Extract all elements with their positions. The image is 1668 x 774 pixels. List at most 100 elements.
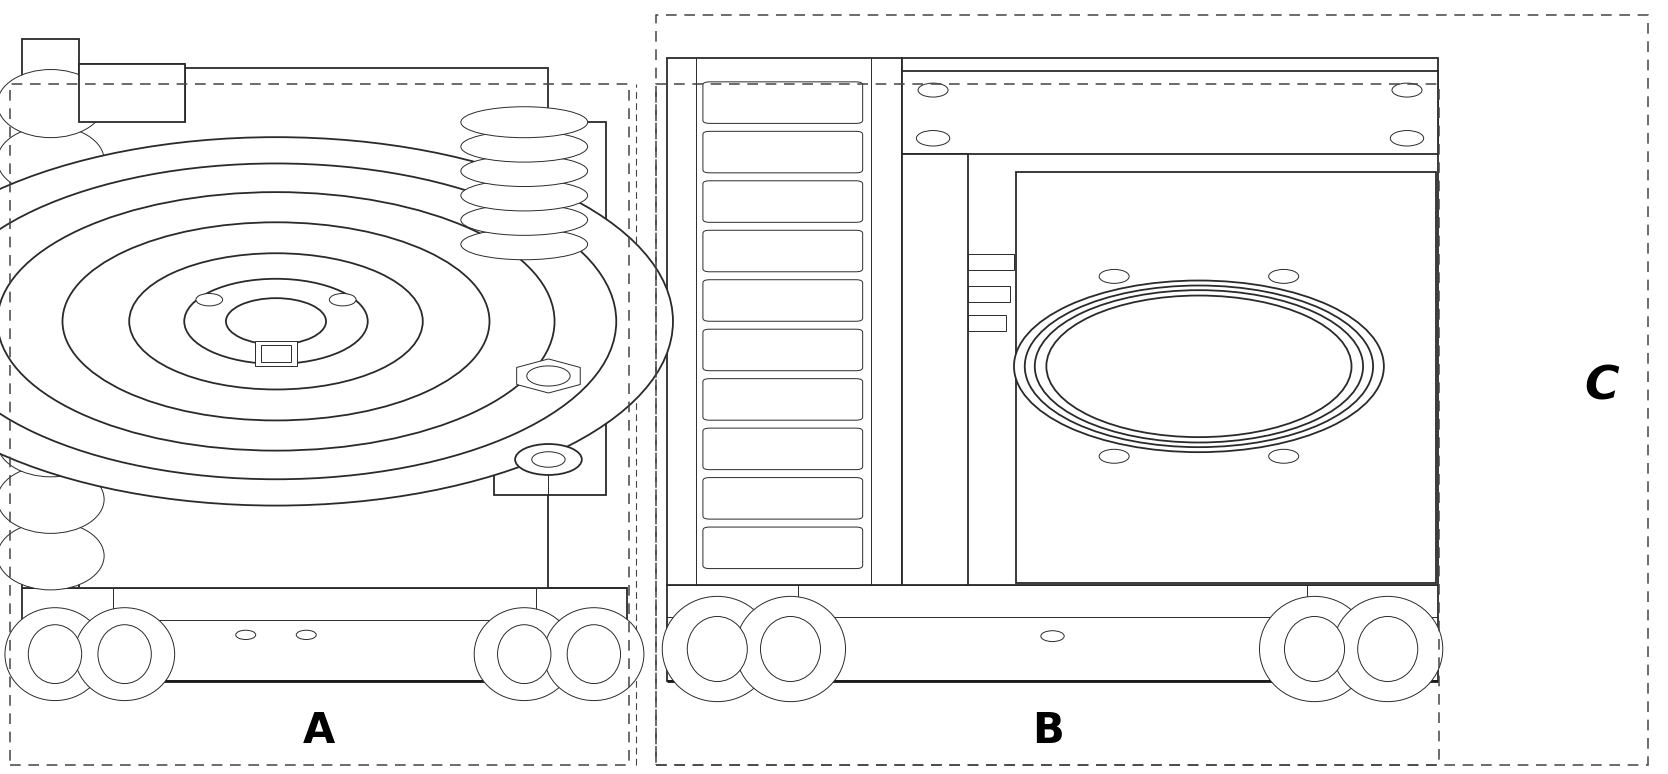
Ellipse shape <box>567 625 620 683</box>
Bar <box>22 588 627 681</box>
Ellipse shape <box>0 239 103 307</box>
Circle shape <box>1391 131 1424 146</box>
Ellipse shape <box>13 305 87 354</box>
FancyBboxPatch shape <box>702 527 862 569</box>
FancyBboxPatch shape <box>702 181 862 222</box>
Ellipse shape <box>674 605 761 692</box>
Bar <box>255 341 297 366</box>
Bar <box>22 39 78 588</box>
Circle shape <box>1024 286 1373 447</box>
Bar <box>967 254 1014 270</box>
Ellipse shape <box>1259 596 1369 701</box>
Ellipse shape <box>497 625 550 683</box>
Circle shape <box>1041 631 1064 642</box>
Ellipse shape <box>460 156 587 187</box>
Bar <box>902 58 1438 585</box>
FancyBboxPatch shape <box>702 478 862 519</box>
Circle shape <box>1269 449 1299 463</box>
Bar <box>1016 172 1436 583</box>
Circle shape <box>1099 449 1129 463</box>
Ellipse shape <box>477 209 570 231</box>
Bar <box>10 84 629 765</box>
Ellipse shape <box>1333 596 1443 701</box>
Ellipse shape <box>662 596 772 701</box>
Circle shape <box>329 293 355 306</box>
Ellipse shape <box>15 614 95 694</box>
Ellipse shape <box>554 614 634 694</box>
Bar <box>494 122 605 495</box>
Bar <box>967 286 1011 302</box>
Circle shape <box>527 366 570 386</box>
Bar <box>260 345 292 361</box>
Circle shape <box>235 630 255 639</box>
Ellipse shape <box>477 135 570 157</box>
Ellipse shape <box>477 160 570 182</box>
Ellipse shape <box>0 183 103 251</box>
FancyBboxPatch shape <box>702 82 862 123</box>
Circle shape <box>225 298 325 344</box>
Ellipse shape <box>460 180 587 211</box>
FancyBboxPatch shape <box>702 279 862 321</box>
Ellipse shape <box>477 185 570 207</box>
Ellipse shape <box>0 70 103 138</box>
Ellipse shape <box>1358 616 1418 682</box>
Ellipse shape <box>477 234 570 255</box>
Ellipse shape <box>75 608 175 700</box>
Bar <box>667 58 902 585</box>
Ellipse shape <box>761 616 821 682</box>
Bar <box>78 64 185 122</box>
Bar <box>656 84 1439 765</box>
Circle shape <box>1393 83 1423 97</box>
Ellipse shape <box>544 608 644 700</box>
Circle shape <box>62 222 489 420</box>
FancyBboxPatch shape <box>702 230 862 272</box>
Ellipse shape <box>1284 616 1344 682</box>
Ellipse shape <box>1271 605 1358 692</box>
Ellipse shape <box>0 126 103 194</box>
Circle shape <box>515 444 582 475</box>
Ellipse shape <box>484 614 564 694</box>
Ellipse shape <box>13 361 87 411</box>
Ellipse shape <box>477 111 570 133</box>
Ellipse shape <box>747 605 834 692</box>
Bar <box>656 15 1648 765</box>
Bar <box>902 154 967 585</box>
Ellipse shape <box>460 204 587 235</box>
Ellipse shape <box>0 352 103 420</box>
Bar <box>967 315 1006 331</box>
Text: A: A <box>302 711 335 752</box>
Ellipse shape <box>13 474 87 524</box>
Ellipse shape <box>460 107 587 138</box>
Circle shape <box>1046 296 1351 437</box>
Bar <box>78 67 549 588</box>
Ellipse shape <box>0 409 103 477</box>
Bar <box>667 585 1438 681</box>
Circle shape <box>532 452 565 467</box>
Ellipse shape <box>1344 605 1431 692</box>
Ellipse shape <box>28 625 82 683</box>
Ellipse shape <box>13 192 87 241</box>
Ellipse shape <box>13 418 87 467</box>
Circle shape <box>1269 269 1299 283</box>
Circle shape <box>0 163 615 479</box>
FancyBboxPatch shape <box>702 428 862 470</box>
Ellipse shape <box>736 596 846 701</box>
Circle shape <box>183 279 367 364</box>
Circle shape <box>297 630 317 639</box>
FancyBboxPatch shape <box>702 378 862 420</box>
FancyBboxPatch shape <box>702 132 862 173</box>
FancyBboxPatch shape <box>702 329 862 371</box>
Circle shape <box>917 83 947 97</box>
Circle shape <box>916 131 949 146</box>
Circle shape <box>1034 290 1363 443</box>
Ellipse shape <box>13 135 87 185</box>
Circle shape <box>0 192 554 450</box>
Ellipse shape <box>13 79 87 128</box>
Ellipse shape <box>13 248 87 298</box>
Circle shape <box>1099 269 1129 283</box>
Ellipse shape <box>460 131 587 162</box>
Ellipse shape <box>687 616 747 682</box>
Ellipse shape <box>5 608 105 700</box>
Ellipse shape <box>85 614 165 694</box>
Text: C: C <box>1585 365 1618 409</box>
